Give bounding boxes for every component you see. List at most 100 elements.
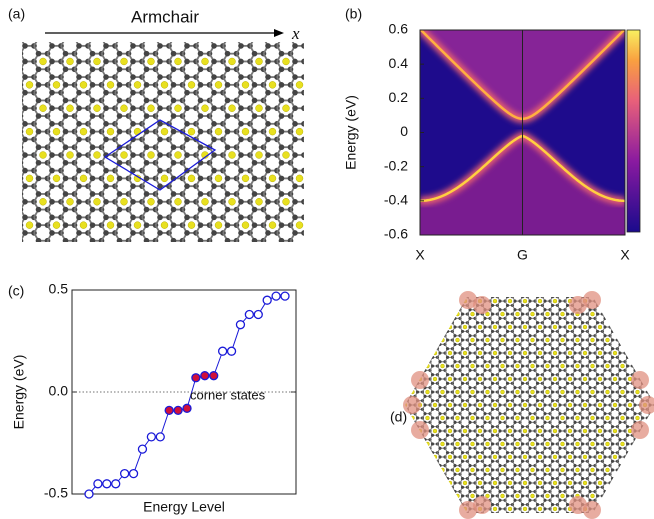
atom bbox=[36, 51, 42, 57]
atom bbox=[428, 308, 431, 311]
bond bbox=[400, 461, 403, 465]
bond bbox=[640, 349, 643, 353]
bond bbox=[445, 297, 448, 301]
atom bbox=[388, 299, 392, 303]
atom bbox=[388, 481, 392, 485]
atom bbox=[393, 308, 396, 311]
atom bbox=[319, 168, 325, 174]
atom bbox=[315, 222, 321, 228]
atom bbox=[36, 176, 42, 182]
atom bbox=[513, 369, 516, 372]
atom bbox=[406, 373, 409, 376]
atom bbox=[483, 334, 486, 337]
atom bbox=[566, 373, 569, 376]
atom bbox=[76, 199, 82, 205]
atom bbox=[551, 373, 554, 376]
atom bbox=[22, 152, 28, 158]
atom bbox=[411, 338, 415, 342]
atom bbox=[551, 364, 554, 367]
atom bbox=[398, 429, 401, 432]
atom bbox=[211, 74, 217, 80]
atom bbox=[528, 317, 531, 320]
atom bbox=[85, 27, 91, 33]
bond bbox=[603, 305, 606, 309]
bond bbox=[156, 30, 161, 38]
bond bbox=[408, 340, 411, 344]
bond bbox=[640, 331, 643, 335]
bond bbox=[400, 353, 403, 357]
atom bbox=[581, 356, 584, 359]
atom bbox=[416, 477, 419, 480]
atom bbox=[188, 175, 195, 182]
atom bbox=[603, 291, 606, 294]
atom bbox=[53, 81, 60, 88]
atom bbox=[521, 330, 524, 333]
atom bbox=[296, 81, 303, 88]
atom bbox=[413, 481, 416, 484]
atom bbox=[423, 403, 426, 406]
bond bbox=[393, 401, 396, 405]
atom bbox=[398, 403, 401, 406]
atom bbox=[431, 442, 434, 445]
atom bbox=[543, 395, 546, 398]
bond bbox=[400, 331, 403, 335]
bond bbox=[415, 461, 418, 465]
atom bbox=[269, 222, 276, 229]
bond bbox=[408, 470, 411, 474]
bond bbox=[445, 318, 448, 322]
atom bbox=[292, 74, 298, 80]
atom bbox=[608, 308, 611, 311]
atom bbox=[398, 395, 401, 398]
atom bbox=[315, 254, 321, 260]
atom bbox=[528, 291, 531, 294]
atom bbox=[631, 356, 634, 359]
atom bbox=[433, 429, 437, 433]
atom bbox=[468, 334, 471, 337]
atom bbox=[591, 338, 595, 342]
atom bbox=[296, 222, 303, 229]
atom bbox=[638, 334, 641, 337]
bond bbox=[408, 466, 411, 470]
bond bbox=[393, 336, 396, 340]
bond bbox=[633, 297, 636, 301]
bond bbox=[625, 288, 628, 292]
atom bbox=[513, 308, 516, 311]
atom bbox=[9, 129, 15, 135]
atom bbox=[431, 477, 434, 480]
atom bbox=[184, 74, 190, 80]
atom bbox=[453, 455, 456, 458]
atom bbox=[506, 416, 509, 419]
atom bbox=[107, 222, 114, 229]
atom bbox=[431, 347, 434, 350]
atom bbox=[408, 447, 411, 450]
atom bbox=[561, 364, 565, 368]
bond bbox=[408, 444, 411, 448]
atom bbox=[406, 313, 409, 316]
bond bbox=[453, 310, 456, 314]
atom bbox=[45, 35, 51, 41]
atom bbox=[566, 313, 569, 316]
bond bbox=[460, 288, 463, 292]
atom bbox=[153, 254, 159, 260]
bond bbox=[430, 344, 433, 348]
atom bbox=[611, 313, 614, 316]
atom bbox=[588, 360, 591, 363]
atom bbox=[631, 287, 634, 290]
atom bbox=[468, 351, 471, 354]
bond bbox=[210, 249, 215, 257]
atom bbox=[401, 468, 404, 471]
bond bbox=[610, 288, 613, 292]
atom bbox=[528, 395, 531, 398]
atom bbox=[498, 395, 501, 398]
bond bbox=[210, 22, 215, 30]
bond bbox=[400, 388, 403, 392]
atom bbox=[476, 382, 479, 385]
bond bbox=[610, 301, 613, 305]
atom bbox=[310, 198, 317, 205]
bond bbox=[400, 370, 403, 374]
atom bbox=[211, 27, 217, 33]
atom bbox=[418, 299, 422, 303]
atom bbox=[491, 321, 494, 324]
atom bbox=[558, 343, 561, 346]
atom bbox=[443, 325, 446, 328]
